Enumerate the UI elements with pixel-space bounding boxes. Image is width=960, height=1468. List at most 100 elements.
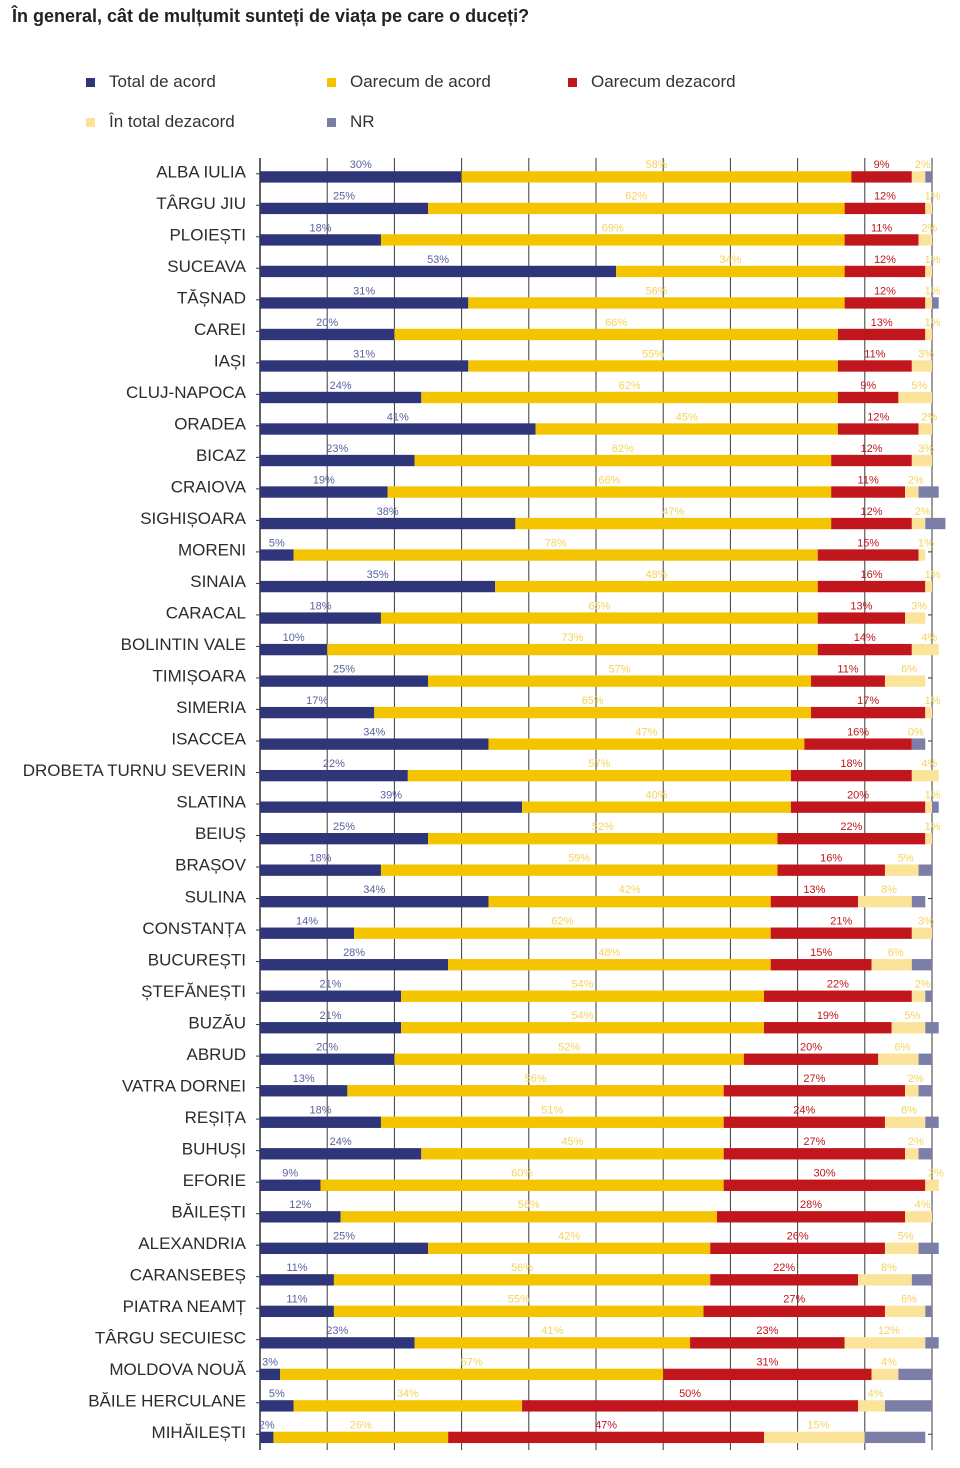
data-label: 1%	[925, 569, 941, 581]
data-label: 4%	[868, 1388, 884, 1400]
bar-segment	[918, 1085, 932, 1097]
data-label: 14%	[296, 916, 318, 928]
data-label: 28%	[343, 947, 365, 959]
bar-segment	[911, 643, 939, 656]
legend-item-nr: NR	[327, 112, 375, 132]
bar-segment	[770, 927, 912, 939]
data-label: 2%	[928, 1168, 944, 1180]
bar-segment	[911, 738, 926, 750]
data-label: 22%	[840, 821, 862, 833]
legend: Total de acord Oarecum de acord Oarecum …	[86, 72, 886, 142]
legend-label: Oarecum dezacord	[591, 72, 736, 91]
bar-segment	[911, 896, 926, 908]
data-label: 57%	[588, 758, 610, 770]
bar-segment	[260, 1148, 422, 1160]
bar-segment	[925, 801, 932, 813]
bar-segment	[932, 801, 939, 813]
legend-label: NR	[350, 112, 375, 131]
data-label: 5%	[905, 1010, 921, 1022]
data-label: 3%	[911, 600, 927, 612]
data-label: 2%	[915, 159, 931, 171]
data-label: 73%	[561, 632, 583, 644]
bar-segment	[837, 391, 899, 404]
data-label: 26%	[350, 1420, 372, 1432]
data-label: 1%	[925, 254, 941, 266]
bar-segment	[260, 297, 469, 309]
bar-segment	[260, 580, 496, 593]
bar-segment	[884, 864, 919, 876]
bar-segment	[260, 675, 428, 687]
category-label: CAREI	[194, 320, 246, 339]
bar-segment	[925, 328, 932, 341]
category-label: MOLDOVA NOUĂ	[109, 1360, 246, 1379]
bar-segment	[515, 517, 832, 530]
legend-swatch	[327, 117, 336, 127]
data-label: 15%	[857, 537, 879, 549]
data-label: 5%	[269, 537, 285, 549]
data-label: 12%	[867, 411, 889, 423]
bar-segment	[925, 171, 932, 183]
bar-segment	[864, 1431, 926, 1444]
data-label: 16%	[847, 726, 869, 738]
data-label: 27%	[803, 1136, 825, 1148]
bar-segment	[925, 1116, 939, 1128]
bar-segment	[333, 1305, 704, 1318]
bar-segment	[884, 1305, 926, 1318]
category-label: PLOIEȘTI	[169, 225, 246, 244]
bar-segment	[925, 517, 946, 530]
bar-segment	[884, 1242, 919, 1254]
data-label: 21%	[830, 916, 852, 928]
data-label: 11%	[864, 348, 885, 360]
data-label: 11%	[286, 1294, 307, 1306]
category-label: BRAȘOV	[175, 856, 247, 875]
data-label: 25%	[333, 191, 355, 203]
data-label: 27%	[803, 1073, 825, 1085]
bar-segment	[260, 738, 489, 750]
bar-segment	[260, 517, 516, 530]
bar-segment	[260, 1211, 341, 1223]
data-label: 13%	[871, 317, 893, 329]
bar-segment	[925, 706, 932, 719]
data-label: 52%	[592, 821, 614, 833]
data-label: 23%	[756, 1325, 778, 1337]
data-label: 6%	[888, 947, 904, 959]
data-label: 6%	[901, 663, 917, 675]
bar-segment	[421, 391, 838, 404]
bar-segment	[911, 959, 932, 971]
bar-segment	[932, 297, 939, 309]
bar-segment	[831, 517, 912, 530]
bar-segment	[884, 675, 926, 687]
bar-segment	[925, 202, 932, 215]
data-label: 55%	[508, 1294, 530, 1306]
category-label: BEIUȘ	[195, 824, 246, 843]
bar-segment	[918, 864, 932, 876]
bar-segment	[925, 832, 932, 845]
bar-segment	[260, 202, 428, 215]
data-label: 3%	[918, 443, 934, 455]
data-label: 15%	[807, 1420, 829, 1432]
data-label: 12%	[874, 254, 896, 266]
bar-segment	[428, 1242, 711, 1254]
bar-segment	[260, 171, 462, 183]
data-label: 15%	[810, 947, 832, 959]
data-label: 2%	[908, 1073, 924, 1085]
bar-segment	[925, 265, 932, 278]
bar-segment	[260, 896, 489, 908]
data-label: 2%	[908, 474, 924, 486]
data-label: 20%	[316, 1042, 338, 1054]
category-label: ALEXANDRIA	[138, 1234, 246, 1253]
bar-segment	[837, 328, 926, 341]
data-label: 13%	[803, 884, 825, 896]
bar-segment	[260, 1022, 402, 1034]
bar-segment	[884, 1116, 926, 1128]
data-label: 17%	[306, 695, 328, 707]
bar-segment	[925, 580, 932, 593]
data-label: 21%	[320, 979, 342, 991]
category-label: TĂȘNAD	[177, 289, 246, 308]
category-label: BOLINTIN VALE	[121, 635, 246, 654]
bar-segment	[380, 864, 778, 876]
category-label: ISACCEA	[171, 730, 246, 749]
bar-segment	[925, 1022, 939, 1034]
bar-segment	[918, 549, 926, 561]
bar-segment	[811, 675, 885, 687]
